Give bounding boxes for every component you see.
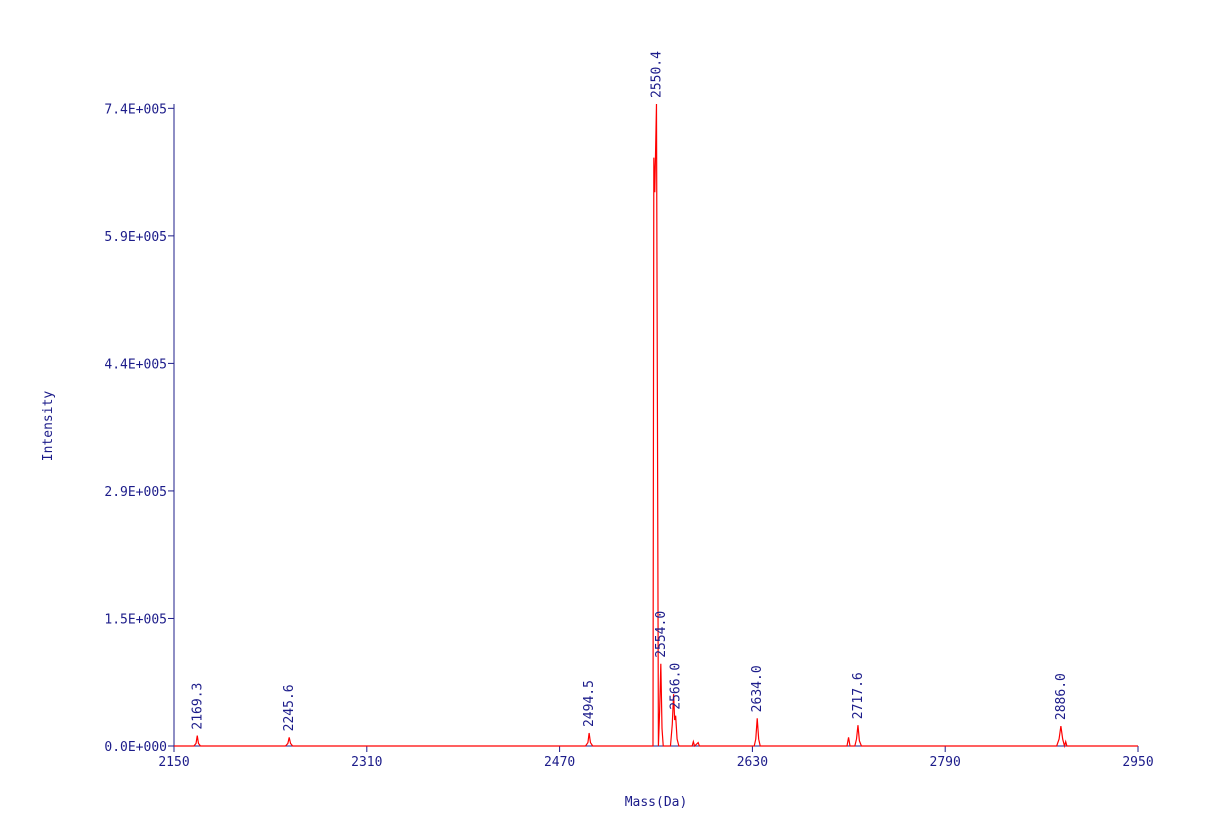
y-tick-label: 7.4E+005 — [104, 102, 167, 117]
x-axis-label: Mass(Da) — [625, 795, 688, 810]
peak-label: 2717.6 — [851, 672, 866, 719]
spectrum-line — [174, 103, 1138, 749]
y-tick-label: 0.0E+000 — [104, 740, 167, 755]
y-tick-label: 2.9E+005 — [104, 485, 167, 500]
x-tick-label: 2150 — [158, 755, 189, 770]
x-tick-label: 2950 — [1122, 755, 1153, 770]
y-axis-label: Intensity — [41, 391, 56, 462]
y-tick-label: 5.9E+005 — [104, 230, 167, 245]
x-tick-label: 2790 — [930, 755, 961, 770]
y-tick-label: 1.5E+005 — [104, 612, 167, 627]
x-tick-label: 2630 — [737, 755, 768, 770]
y-tick-label: 4.4E+005 — [104, 357, 167, 372]
x-tick-label: 2470 — [544, 755, 575, 770]
peak-label: 2554.0 — [654, 611, 669, 658]
x-tick-label: 2310 — [351, 755, 382, 770]
peak-label: 2566.0 — [668, 663, 683, 710]
peak-label: 2886.0 — [1054, 673, 1069, 720]
peak-label: 2169.3 — [190, 683, 205, 730]
peak-label: 2634.0 — [750, 665, 765, 712]
peak-label: 2494.5 — [582, 680, 597, 727]
peak-label: 2245.6 — [282, 684, 297, 731]
peak-label: 2550.4 — [649, 51, 664, 98]
